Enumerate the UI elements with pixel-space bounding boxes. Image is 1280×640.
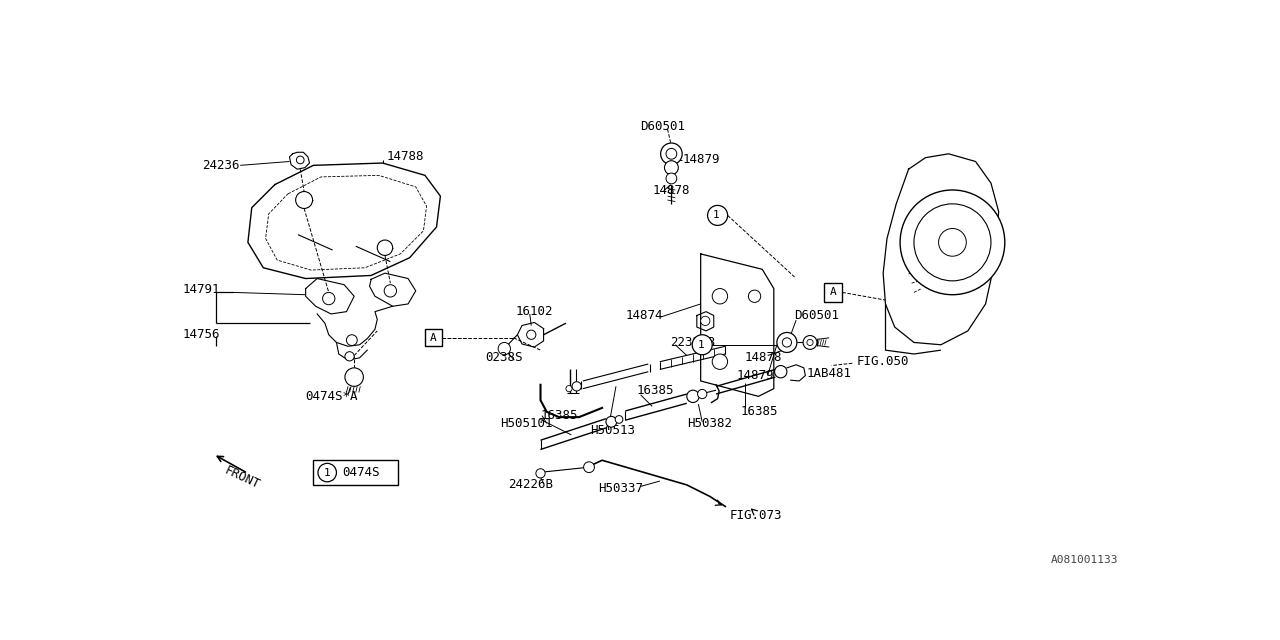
Circle shape xyxy=(712,289,727,304)
Text: H50337: H50337 xyxy=(598,483,644,495)
Circle shape xyxy=(605,417,617,427)
Circle shape xyxy=(712,354,727,369)
Circle shape xyxy=(526,330,536,339)
Bar xyxy=(824,283,842,301)
Circle shape xyxy=(536,468,545,478)
Circle shape xyxy=(938,228,966,256)
Text: 14791: 14791 xyxy=(183,283,220,296)
Text: A: A xyxy=(430,333,436,343)
Text: 16385: 16385 xyxy=(636,385,675,397)
Text: 14879: 14879 xyxy=(684,154,721,166)
Text: D60501: D60501 xyxy=(795,309,840,322)
Circle shape xyxy=(344,368,364,387)
Circle shape xyxy=(384,285,397,297)
Text: 1: 1 xyxy=(324,468,330,477)
Text: 0238S: 0238S xyxy=(485,351,522,364)
Text: 14756: 14756 xyxy=(183,328,220,341)
Circle shape xyxy=(317,463,337,482)
Circle shape xyxy=(584,462,594,472)
Text: 24236: 24236 xyxy=(202,159,239,172)
Circle shape xyxy=(498,342,511,355)
Text: 16102: 16102 xyxy=(516,305,553,318)
Text: A: A xyxy=(829,287,836,298)
Text: H505101: H505101 xyxy=(500,417,553,430)
Circle shape xyxy=(660,143,682,164)
Bar xyxy=(314,460,398,485)
Circle shape xyxy=(777,332,797,353)
Circle shape xyxy=(692,335,712,355)
Circle shape xyxy=(914,204,991,281)
Text: 0474S: 0474S xyxy=(343,466,380,479)
Text: 1: 1 xyxy=(698,340,704,349)
Text: H50513: H50513 xyxy=(590,424,636,438)
Circle shape xyxy=(347,335,357,346)
Circle shape xyxy=(344,352,355,361)
Circle shape xyxy=(698,389,707,399)
Circle shape xyxy=(616,415,623,423)
Text: 14879: 14879 xyxy=(737,369,774,382)
Circle shape xyxy=(700,316,710,326)
Circle shape xyxy=(296,191,312,209)
Text: FIG.050: FIG.050 xyxy=(856,355,909,368)
Circle shape xyxy=(687,390,699,403)
Circle shape xyxy=(749,290,760,303)
Circle shape xyxy=(900,190,1005,294)
Text: A081001133: A081001133 xyxy=(1051,556,1117,565)
Circle shape xyxy=(666,173,677,184)
Text: 1AB481: 1AB481 xyxy=(806,367,851,380)
Text: 14878: 14878 xyxy=(745,351,782,364)
Text: 22328B: 22328B xyxy=(669,336,714,349)
Text: D60501: D60501 xyxy=(640,120,686,133)
Circle shape xyxy=(774,365,787,378)
Text: 1: 1 xyxy=(713,211,719,220)
Circle shape xyxy=(664,161,678,175)
Text: 0474S*A: 0474S*A xyxy=(306,390,358,403)
Circle shape xyxy=(566,385,572,392)
Text: FIG.073: FIG.073 xyxy=(730,509,782,522)
Circle shape xyxy=(803,335,817,349)
Text: 16385: 16385 xyxy=(540,409,579,422)
Circle shape xyxy=(782,338,791,347)
Text: H50382: H50382 xyxy=(687,417,732,430)
Text: 16385: 16385 xyxy=(741,405,778,419)
Circle shape xyxy=(708,205,727,225)
Text: 14878: 14878 xyxy=(652,184,690,197)
Circle shape xyxy=(297,156,305,164)
Text: 14788: 14788 xyxy=(387,150,424,163)
Circle shape xyxy=(323,292,335,305)
Text: 14874: 14874 xyxy=(625,309,663,322)
Bar xyxy=(425,330,442,346)
Circle shape xyxy=(806,339,813,346)
Text: FRONT: FRONT xyxy=(221,463,261,492)
Circle shape xyxy=(378,240,393,255)
Circle shape xyxy=(666,148,677,159)
Text: 24226B: 24226B xyxy=(508,479,553,492)
Circle shape xyxy=(572,381,581,391)
